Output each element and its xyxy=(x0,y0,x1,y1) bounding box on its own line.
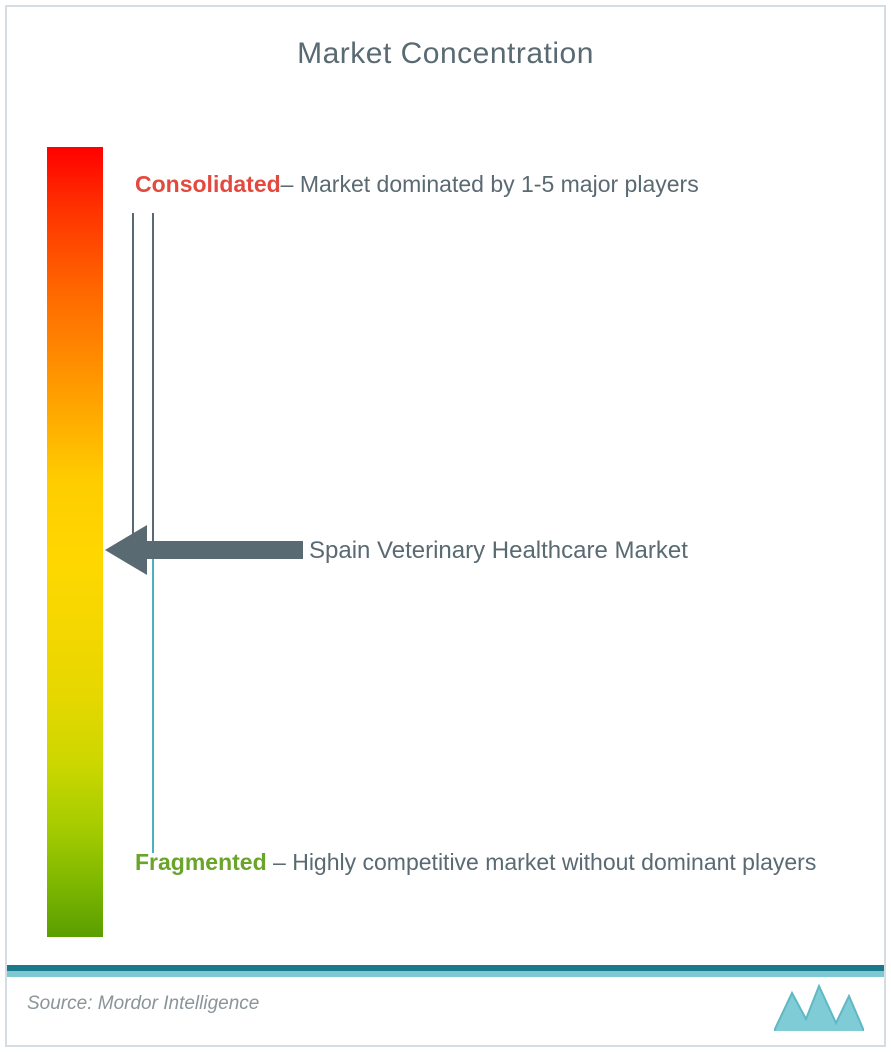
source-text: Source: Mordor Intelligence xyxy=(27,993,259,1015)
market-name-label: Spain Veterinary Healthcare Market xyxy=(309,537,688,565)
callout-line-bottom xyxy=(152,553,154,853)
mordor-logo-icon xyxy=(774,981,864,1031)
fragmented-strong: Fragmented xyxy=(135,849,267,875)
concentration-gradient-bar xyxy=(47,147,103,937)
footer-bar-light xyxy=(7,971,884,977)
content-area: Consolidated– Market dominated by 1-5 ma… xyxy=(47,147,844,925)
fragmented-label: Fragmented – Highly competitive market w… xyxy=(135,837,834,888)
infographic-card: Market Concentration Consolidated– Marke… xyxy=(5,5,886,1047)
consolidated-label: Consolidated– Market dominated by 1-5 ma… xyxy=(135,159,834,210)
footer: Source: Mordor Intelligence xyxy=(7,965,884,1045)
arrow-head-icon xyxy=(105,525,147,575)
callout-line-top-right xyxy=(152,213,154,543)
page-title: Market Concentration xyxy=(7,37,884,71)
fragmented-desc: – Highly competitive market without domi… xyxy=(267,849,817,875)
consolidated-desc: – Market dominated by 1-5 major players xyxy=(281,171,699,197)
consolidated-strong: Consolidated xyxy=(135,171,281,197)
arrow-shaft xyxy=(143,541,303,559)
callout-line-top-left xyxy=(132,213,134,543)
